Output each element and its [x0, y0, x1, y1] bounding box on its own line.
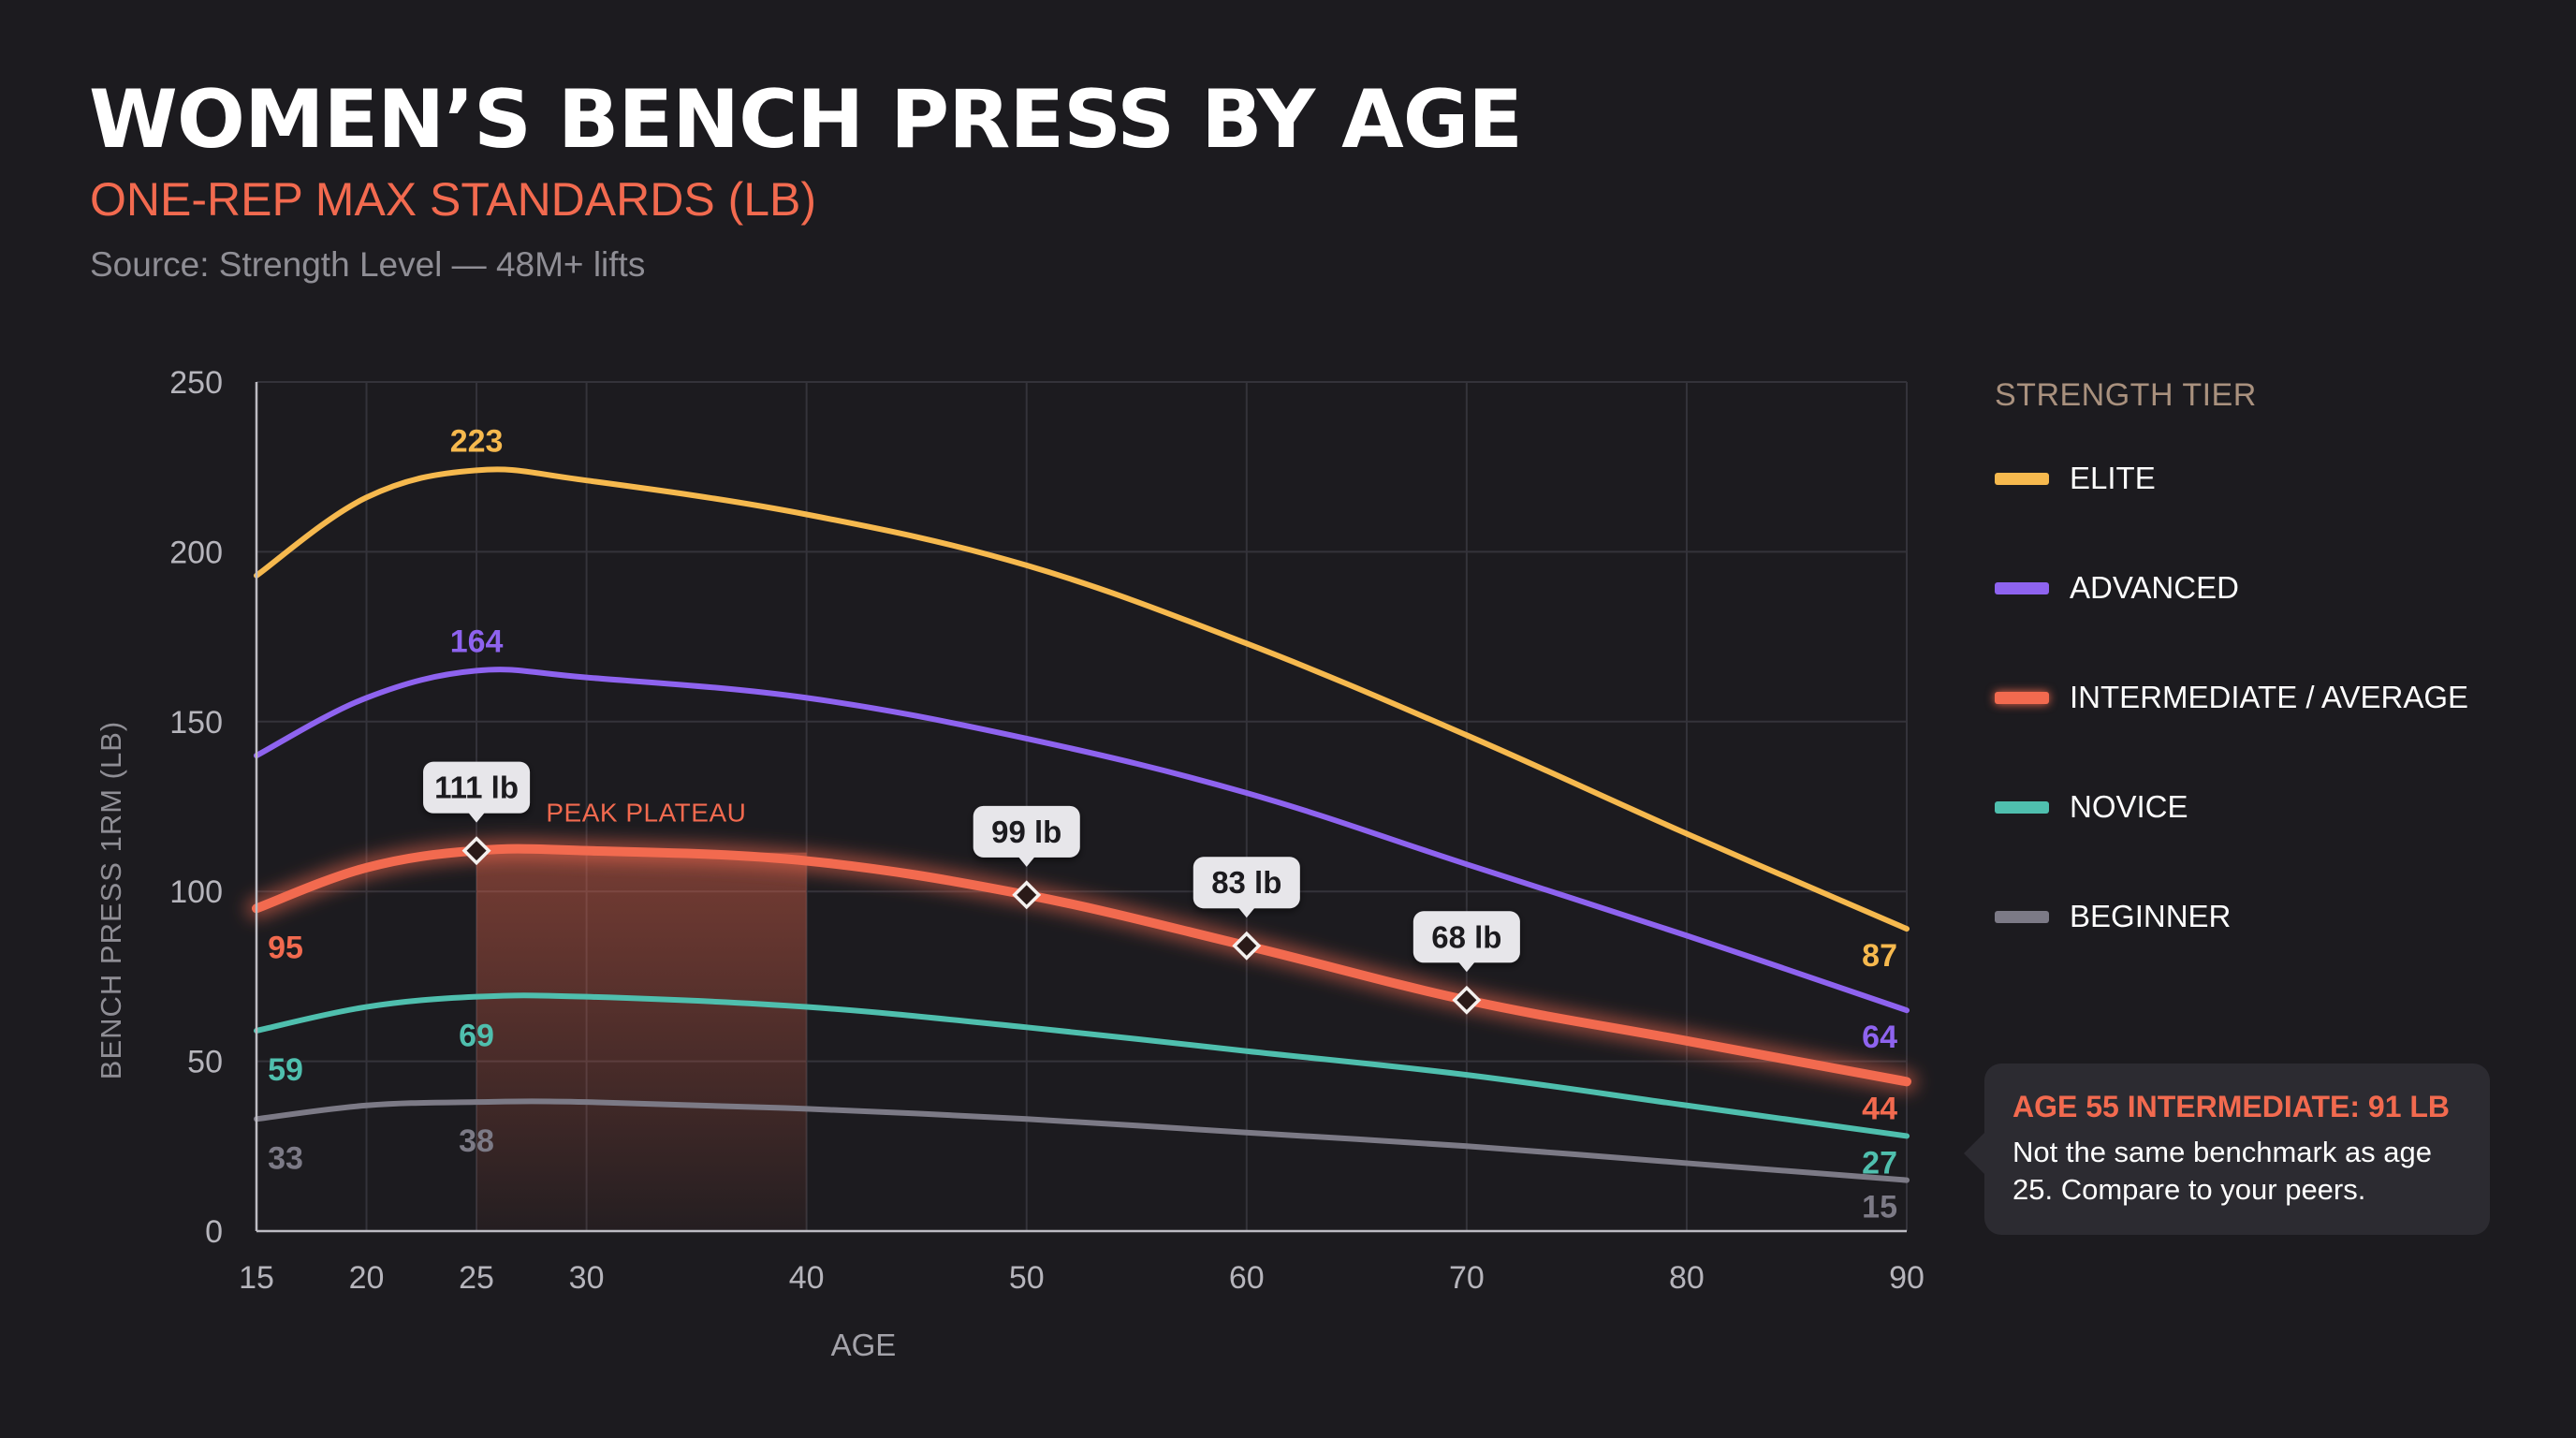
x-tick-label-80: 80 [1669, 1260, 1705, 1296]
callout-body: Not the same benchmark as age 25. Compar… [2012, 1136, 2433, 1207]
data-label-beginner-25: 38 [459, 1123, 494, 1159]
marker-diamond-25 [461, 836, 491, 866]
page-subtitle: ONE-REP MAX STANDARDS (LB) [90, 173, 817, 226]
marker-tooltip-box-60 [1193, 857, 1300, 909]
marker-diamond-70 [1452, 985, 1482, 1015]
legend-swatch-advanced [1995, 581, 2049, 594]
peak-plateau-label: PEAK PLATEAU [546, 799, 746, 828]
legend-label-intermediate: INTERMEDIATE / AVERAGE [2070, 680, 2469, 714]
data-label-novice-25: 69 [459, 1019, 494, 1054]
data-label-elite-90: 87 [1862, 938, 1897, 974]
y-tick-label-150: 150 [169, 705, 223, 741]
annotation-band-layer: PEAK PLATEAU [476, 799, 807, 1231]
series-line-elite [254, 466, 1910, 932]
legend-swatch-intermediate [1995, 691, 2049, 704]
marker-tooltip-pointer-70 [1457, 961, 1475, 973]
marker-diamond-50 [1012, 880, 1042, 910]
data-label-advanced-25: 164 [450, 624, 504, 659]
legend-label-advanced: ADVANCED [2070, 570, 2239, 605]
source-note: Source: Strength Level — 48M+ lifts [90, 245, 646, 284]
y-tick-label-250: 250 [169, 365, 223, 401]
marker-tooltip-pointer-50 [1017, 856, 1035, 867]
series-line-advanced [254, 667, 1910, 1014]
marker-tooltip-pointer-25 [468, 812, 486, 823]
x-tick-label-70: 70 [1449, 1260, 1485, 1296]
x-axis-title: AGE [831, 1328, 897, 1362]
page-title: WOMEN’S BENCH PRESS BY AGE [89, 73, 1523, 167]
legend-item-advanced: ADVANCED [1995, 565, 2239, 611]
marker-tooltip-pointer-60 [1237, 907, 1255, 918]
y-tick-label-100: 100 [169, 874, 223, 910]
series-line-intermediate-average [252, 844, 1911, 1087]
series-lines-layer [246, 466, 1917, 1183]
legend-label-elite: ELITE [2070, 461, 2156, 495]
data-label-beginner-90: 15 [1862, 1190, 1897, 1225]
x-tick-label-20: 20 [349, 1260, 385, 1296]
legend-item-elite: ELITE [1995, 455, 2156, 502]
data-label-novice-15: 59 [268, 1052, 303, 1088]
x-tick-label-50: 50 [1009, 1260, 1045, 1296]
legend-title: STRENGTH TIER [1995, 377, 2257, 413]
axis-layer: 15 20 25 30 40 50 60 70 80 90 0 50 100 150 200 250 AGE BE… [95, 365, 1925, 1362]
x-tick-label-40: 40 [789, 1260, 825, 1296]
age-55-callout: AGE 55 INTERMEDIATE: 91 LB Not the same … [1964, 1064, 2490, 1235]
x-tick-label-15: 15 [239, 1260, 274, 1296]
data-label-advanced-90: 64 [1862, 1020, 1897, 1055]
marker-tooltip-label-25: 111 lb [434, 770, 519, 805]
marker-tooltip-label-50: 99 lb [991, 814, 1061, 849]
data-label-intermediate-average-90: 44 [1862, 1091, 1897, 1126]
y-tick-label-200: 200 [169, 535, 223, 570]
legend-swatch-elite [1995, 472, 2049, 485]
legend-label-beginner: BEGINNER [2070, 899, 2232, 933]
data-label-elite-25: 223 [450, 423, 504, 459]
legend-item-beginner: BEGINNER [1995, 893, 2231, 940]
legend-swatch-beginner [1995, 910, 2049, 923]
legend-item-intermediate: INTERMEDIATE / AVERAGE [1995, 674, 2468, 721]
series-line-beginner [254, 1098, 1910, 1183]
legend-label-novice: NOVICE [2070, 789, 2188, 824]
data-label-novice-90: 27 [1862, 1145, 1897, 1181]
data-labels-layer: 223 87 164 64 95 44 111 lb 99 lb 83 lb 68 lb 59 69 2… [268, 423, 1897, 1225]
legend-item-novice: NOVICE [1995, 784, 2188, 830]
marker-tooltip-label-60: 83 lb [1211, 865, 1281, 900]
y-axis-title: BENCH PRESS 1RM (LB) [95, 721, 127, 1079]
y-tick-label-0: 0 [205, 1214, 223, 1250]
x-tick-label-30: 30 [569, 1260, 605, 1296]
marker-diamond-60 [1232, 931, 1262, 961]
x-tick-label-60: 60 [1229, 1260, 1265, 1296]
series-line-novice [254, 992, 1910, 1139]
data-label-intermediate-average-15: 95 [268, 930, 303, 965]
marker-tooltip-box-50 [973, 805, 1080, 858]
y-tick-label-50: 50 [187, 1045, 223, 1080]
callout-title: AGE 55 INTERMEDIATE: 91 LB [2012, 1090, 2451, 1123]
peak-plateau-band [476, 852, 807, 1231]
x-tick-label-90: 90 [1889, 1260, 1925, 1296]
marker-tooltip-box-25 [423, 761, 531, 814]
x-tick-label-25: 25 [459, 1260, 494, 1296]
marker-tooltip-label-70: 68 lb [1431, 919, 1501, 954]
legend-swatch-novice [1995, 800, 2049, 814]
marker-tooltip-box-70 [1412, 911, 1520, 963]
data-label-beginner-15: 33 [268, 1140, 303, 1176]
